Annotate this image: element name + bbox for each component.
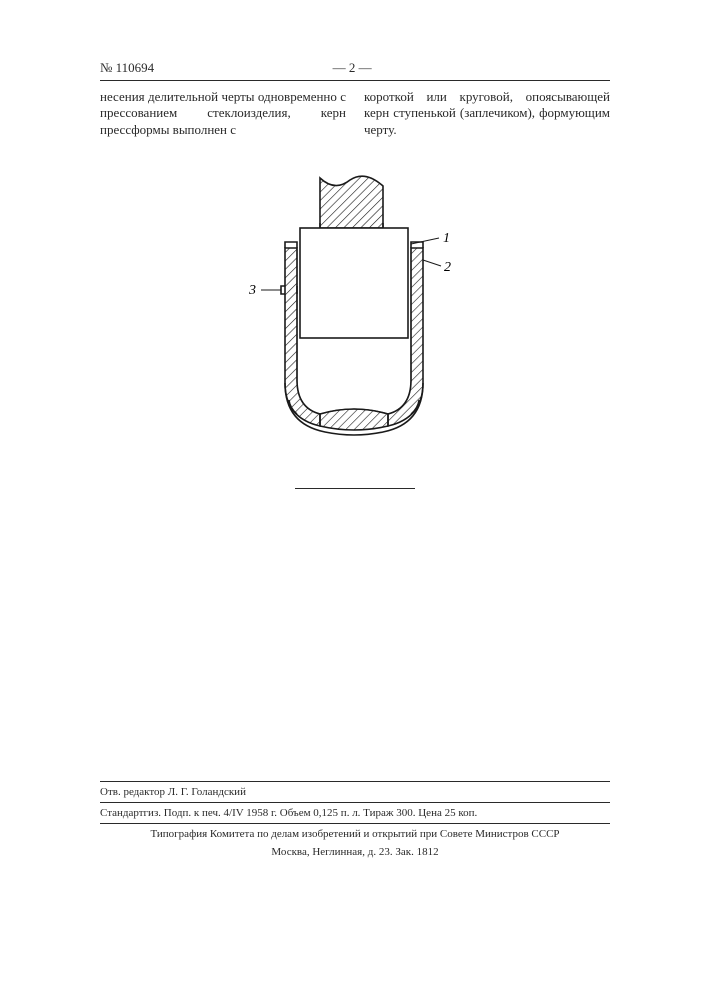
figure-label-3: 3: [248, 283, 256, 298]
figure-label-2: 2: [444, 260, 451, 275]
right-column: короткой или круговой, опоясывающей керн…: [364, 89, 610, 138]
plunger-top: [320, 176, 383, 228]
page-header: № 110694 — 2 —: [100, 60, 610, 76]
page-marker: — 2 —: [333, 60, 372, 76]
plunger-body: [300, 228, 408, 338]
footer-block: Отв. редактор Л. Г. Голандский Стандартг…: [100, 780, 610, 861]
footer-typography-2: Москва, Неглинная, д. 23. Зак. 1812: [100, 843, 610, 861]
footer-editor: Отв. редактор Л. Г. Голандский: [100, 783, 610, 801]
left-column: несения делительной черты одновременно с…: [100, 89, 346, 138]
body-columns: несения делительной черты одновременно с…: [100, 89, 610, 138]
figure-label-1: 1: [443, 231, 450, 246]
footer-imprint: Стандартгиз. Подп. к печ. 4/IV 1958 г. О…: [100, 804, 610, 822]
figure-separator: [295, 488, 415, 489]
patent-figure: 1 2 3: [225, 168, 485, 468]
mold-bottom: [320, 409, 388, 430]
header-rule: [100, 80, 610, 81]
footer-typography-1: Типография Комитета по делам изобретений…: [100, 825, 610, 843]
doc-number: № 110694: [100, 60, 154, 76]
